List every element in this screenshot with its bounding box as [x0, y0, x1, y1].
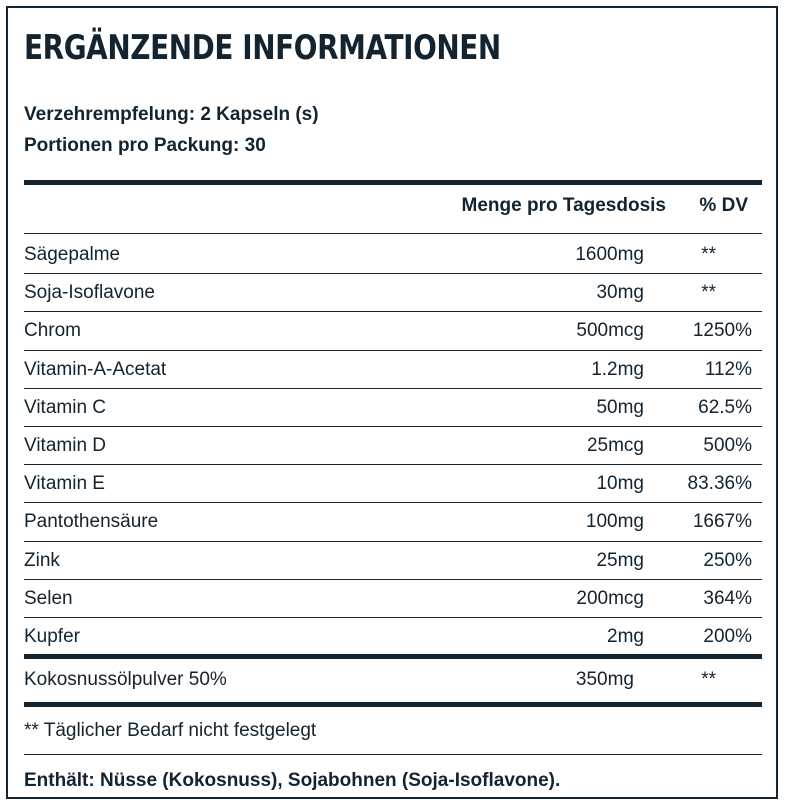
nutrient-daily-value: 200%	[703, 626, 752, 647]
row-divider	[24, 502, 762, 504]
nutrient-amount: 50mg	[596, 396, 644, 418]
nutrient-amount: 2mg	[607, 626, 644, 647]
header-amount: Menge pro Tagesdosis	[461, 195, 666, 216]
nutrient-row: Selen 200mcg 364%	[24, 580, 762, 618]
nutrient-row: Soja-Isoflavone 30mg **	[24, 274, 762, 312]
nutrient-name: Kupfer	[24, 626, 80, 647]
footnote: ** Täglicher Bedarf nicht festgelegt	[24, 720, 317, 741]
nutrient-amount: 500mcg	[576, 320, 644, 342]
nutrient-name: Vitamin C	[24, 396, 107, 418]
blend-row: Kokosnussölpulver 50% 350mg **	[24, 661, 762, 699]
row-divider	[24, 349, 762, 351]
nutrient-row: Zink 25mg 250%	[24, 542, 762, 580]
nutrient-name: Vitamin D	[24, 435, 107, 456]
nutrient-amount: 25mcg	[586, 435, 644, 456]
supplement-facts-panel: ERGÄNZENDE INFORMATIONEN Verzehrempfelun…	[6, 6, 778, 799]
row-divider	[24, 426, 762, 427]
panel-title: ERGÄNZENDE INFORMATIONEN	[24, 28, 501, 68]
row-divider	[24, 273, 762, 275]
divider-thick	[24, 654, 762, 659]
blend-name: Kokosnussölpulver 50%	[24, 669, 227, 690]
nutrient-amount: 1600mg	[575, 244, 644, 265]
blend-amount: 350mg	[575, 669, 634, 690]
divider-thick	[24, 702, 762, 707]
nutrient-amount: 30mg	[596, 282, 644, 304]
nutrient-row: Chrom 500mcg 1250%	[24, 312, 762, 350]
nutrient-name: Zink	[24, 549, 60, 571]
nutrient-daily-value: 83.36%	[687, 473, 752, 495]
nutrient-row: Vitamin C 50mg 62.5%	[24, 389, 762, 427]
row-divider	[24, 387, 762, 389]
nutrient-amount: 200mcg	[576, 587, 644, 609]
nutrient-daily-value: 1667%	[692, 511, 752, 533]
nutrient-row: Pantothensäure 100mg 1667%	[24, 503, 762, 541]
nutrient-name: Vitamin-A-Acetat	[24, 358, 167, 380]
nutrient-name: Pantothensäure	[24, 511, 159, 533]
row-divider	[24, 540, 762, 542]
row-divider	[24, 617, 762, 618]
divider-thick	[24, 180, 762, 185]
nutrient-name: Selen	[24, 587, 73, 609]
row-divider	[24, 464, 762, 466]
nutrient-daily-value: 364%	[703, 587, 752, 609]
nutrient-row: Vitamin-A-Acetat 1.2mg 112%	[24, 351, 762, 389]
nutrient-row: Sägepalme 1600mg **	[24, 236, 762, 274]
blend-daily-value: **	[701, 669, 716, 690]
divider	[24, 754, 762, 755]
nutrient-row: Kupfer 2mg 200%	[24, 618, 762, 656]
servings-per-container: Portionen pro Packung: 30	[24, 135, 266, 156]
nutrient-daily-value: 250%	[703, 549, 752, 571]
allergen-statement: Enthält: Nüsse (Kokosnuss), Sojabohnen (…	[24, 770, 561, 791]
row-divider	[24, 311, 762, 313]
nutrient-daily-value: 112%	[704, 358, 752, 380]
nutrient-amount: 1.2mg	[591, 358, 644, 380]
nutrient-name: Chrom	[24, 320, 82, 342]
nutrient-daily-value: **	[701, 282, 716, 304]
nutrient-amount: 100mg	[585, 511, 644, 533]
serving-size: Verzehrempfelung: 2 Kapseln (s)	[24, 104, 319, 125]
row-divider	[24, 578, 762, 580]
divider	[24, 233, 762, 234]
nutrient-daily-value: **	[701, 244, 716, 265]
nutrient-daily-value: 500%	[703, 435, 752, 456]
nutrient-daily-value: 1250%	[692, 320, 752, 342]
nutrient-name: Vitamin E	[24, 473, 105, 495]
nutrient-amount: 10mg	[596, 473, 644, 495]
nutrient-daily-value: 62.5%	[698, 396, 752, 418]
nutrient-amount: 25mg	[596, 549, 644, 571]
nutrient-name: Sägepalme	[24, 244, 121, 265]
nutrient-row: Vitamin E 10mg 83.36%	[24, 465, 762, 503]
nutrient-row: Vitamin D 25mcg 500%	[24, 427, 762, 465]
nutrient-name: Soja-Isoflavone	[24, 282, 155, 304]
header-daily-value: % DV	[699, 195, 748, 216]
